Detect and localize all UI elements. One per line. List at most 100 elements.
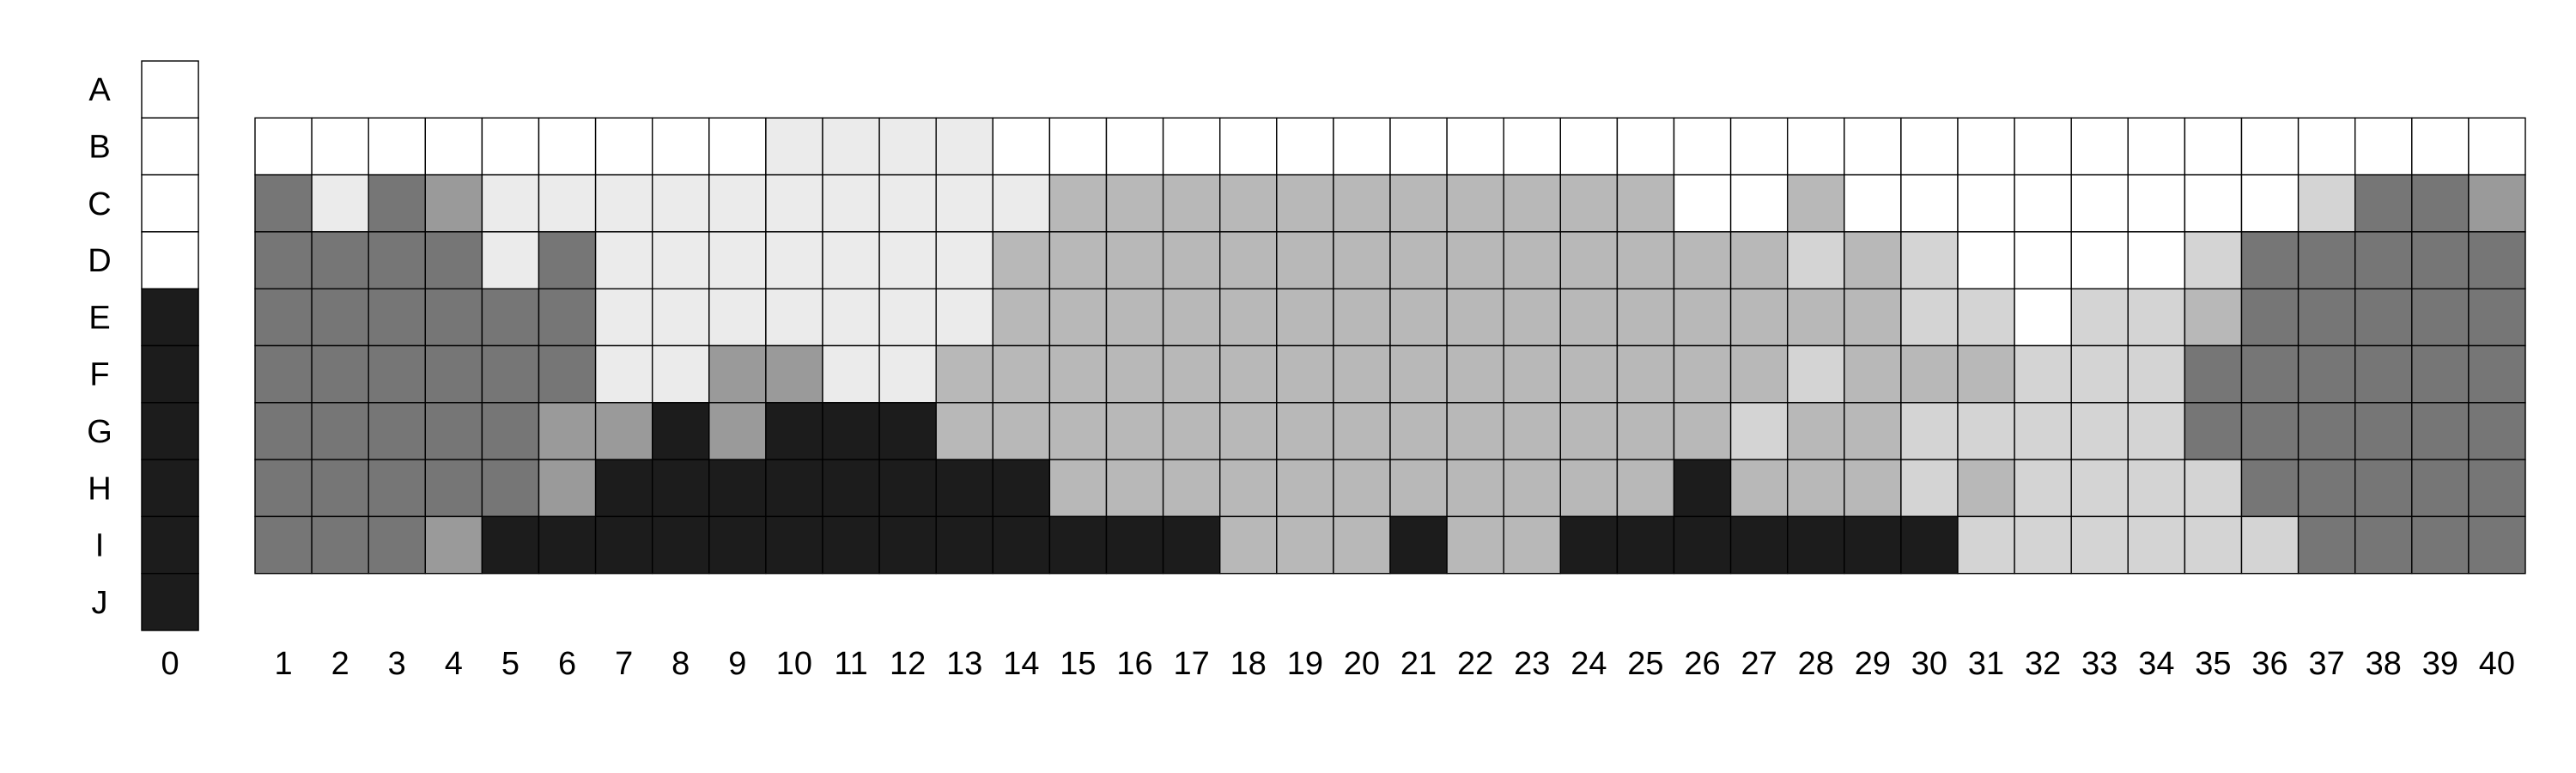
cell-E-0 [141,288,199,347]
cell-I-25 [1616,515,1675,575]
cell-E-4 [424,288,483,347]
cell-F-11 [822,344,880,404]
cell-I-2 [311,515,369,575]
heatmap-cells [141,60,2526,631]
cell-H-13 [935,459,993,518]
cell-B-6 [538,117,597,176]
cell-F-36 [2240,344,2300,404]
column-label-1: 1 [274,646,292,682]
column-label-4: 4 [445,646,463,682]
cell-E-1 [254,288,313,347]
cell-B-26 [1673,117,1732,176]
cell-D-24 [1559,231,1619,289]
row-label-G: G [87,414,112,450]
cell-B-34 [2127,117,2186,176]
cell-C-7 [594,173,653,233]
cell-G-28 [1786,402,1845,460]
cell-H-22 [1446,459,1504,518]
cell-G-12 [878,402,937,460]
cell-H-33 [2070,459,2129,518]
cell-C-36 [2240,173,2300,233]
cell-H-11 [822,459,880,518]
cell-C-8 [652,173,710,233]
cell-H-5 [481,459,540,518]
cell-B-39 [2411,117,2470,176]
cell-D-28 [1786,231,1845,289]
row-label-I: I [95,528,105,564]
cell-G-0 [141,402,199,460]
cell-H-14 [992,459,1051,518]
cell-C-33 [2070,173,2129,233]
cell-D-38 [2354,231,2413,289]
cell-B-18 [1218,117,1278,176]
row-label-J: J [92,585,108,621]
cell-C-19 [1276,173,1334,233]
cell-E-11 [822,288,880,347]
cell-G-33 [2070,402,2129,460]
cell-C-28 [1786,173,1845,233]
cell-G-13 [935,402,993,460]
cell-G-21 [1389,402,1448,460]
cell-E-5 [481,288,540,347]
cell-C-16 [1105,173,1164,233]
cell-D-40 [2468,231,2526,289]
cell-B-5 [481,117,540,176]
cell-E-23 [1503,288,1561,347]
column-label-17: 17 [1174,646,1210,682]
cell-I-13 [935,515,993,575]
cell-D-29 [1844,231,1902,289]
row-label-C: C [88,186,111,222]
cell-H-18 [1218,459,1278,518]
cell-I-17 [1162,515,1221,575]
column-label-33: 33 [2081,646,2117,682]
column-label-25: 25 [1627,646,1663,682]
cell-I-29 [1844,515,1902,575]
cell-G-36 [2240,402,2300,460]
cell-H-34 [2127,459,2186,518]
cell-H-2 [311,459,369,518]
cell-J-0 [141,573,199,631]
cell-C-5 [481,173,540,233]
cell-I-8 [652,515,710,575]
column-label-36: 36 [2251,646,2287,682]
cell-H-8 [652,459,710,518]
cell-B-24 [1559,117,1619,176]
cell-H-17 [1162,459,1221,518]
cell-I-18 [1218,515,1278,575]
cell-D-33 [2070,231,2129,289]
row-label-E: E [88,300,110,336]
cell-I-37 [2297,515,2356,575]
cell-G-23 [1503,402,1561,460]
cell-F-14 [992,344,1051,404]
column-label-38: 38 [2366,646,2402,682]
cell-C-25 [1616,173,1675,233]
cell-F-40 [2468,344,2526,404]
cell-A-0 [141,60,199,119]
cell-H-16 [1105,459,1164,518]
cell-B-7 [594,117,653,176]
cell-D-8 [652,231,710,289]
column-label-31: 31 [1968,646,2004,682]
cell-F-25 [1616,344,1675,404]
cell-G-14 [992,402,1051,460]
cell-I-5 [481,515,540,575]
cell-H-1 [254,459,313,518]
cell-C-0 [141,173,199,233]
cell-D-25 [1616,231,1675,289]
row-label-H: H [88,471,111,507]
cell-I-10 [765,515,823,575]
cell-B-31 [1957,117,2015,176]
column-label-9: 9 [728,646,746,682]
cell-C-14 [992,173,1051,233]
cell-C-13 [935,173,993,233]
cell-F-38 [2354,344,2413,404]
cell-I-7 [594,515,653,575]
cell-B-35 [2184,117,2243,176]
cell-G-35 [2184,402,2243,460]
cell-F-15 [1048,344,1108,404]
cell-F-27 [1729,344,1789,404]
cell-I-38 [2354,515,2413,575]
cell-B-4 [424,117,483,176]
column-label-34: 34 [2138,646,2174,682]
cell-I-14 [992,515,1051,575]
